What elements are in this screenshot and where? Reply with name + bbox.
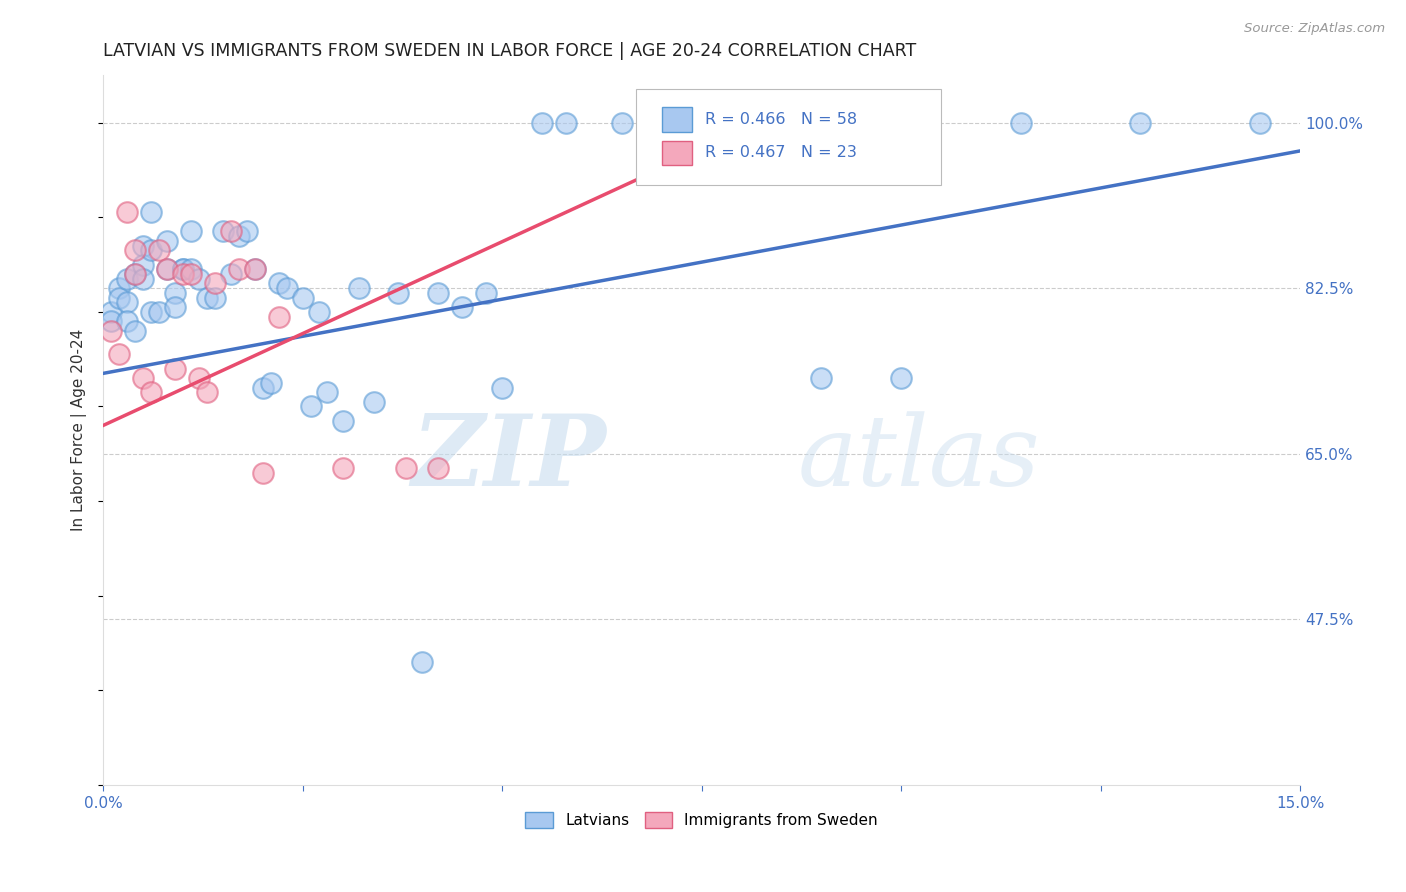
Point bbox=[204, 277, 226, 291]
FancyBboxPatch shape bbox=[636, 89, 941, 186]
Point bbox=[810, 371, 832, 385]
Point bbox=[363, 394, 385, 409]
Point bbox=[188, 271, 211, 285]
Point bbox=[108, 281, 131, 295]
Point bbox=[332, 414, 354, 428]
Point bbox=[148, 305, 170, 319]
Point bbox=[148, 244, 170, 258]
Point bbox=[243, 262, 266, 277]
Point bbox=[156, 234, 179, 248]
Text: LATVIAN VS IMMIGRANTS FROM SWEDEN IN LABOR FORCE | AGE 20-24 CORRELATION CHART: LATVIAN VS IMMIGRANTS FROM SWEDEN IN LAB… bbox=[103, 42, 917, 60]
Point bbox=[451, 300, 474, 314]
Point bbox=[387, 285, 409, 300]
Point bbox=[132, 258, 155, 272]
Point bbox=[139, 305, 162, 319]
Point bbox=[156, 262, 179, 277]
Point bbox=[1129, 115, 1152, 129]
Point bbox=[291, 291, 314, 305]
Point bbox=[252, 380, 274, 394]
Point bbox=[108, 291, 131, 305]
Point bbox=[427, 461, 450, 475]
Point bbox=[555, 115, 578, 129]
Point bbox=[115, 295, 138, 310]
Point bbox=[252, 466, 274, 480]
Text: R = 0.466   N = 58: R = 0.466 N = 58 bbox=[706, 112, 858, 127]
Point bbox=[195, 291, 218, 305]
Text: ZIP: ZIP bbox=[411, 410, 606, 507]
Point bbox=[163, 300, 186, 314]
Point bbox=[132, 371, 155, 385]
Point bbox=[219, 267, 242, 281]
Point bbox=[219, 224, 242, 238]
Point bbox=[124, 324, 146, 338]
Point bbox=[115, 205, 138, 219]
Y-axis label: In Labor Force | Age 20-24: In Labor Force | Age 20-24 bbox=[72, 329, 87, 532]
Point bbox=[115, 314, 138, 328]
Point bbox=[156, 262, 179, 277]
Point bbox=[491, 380, 513, 394]
Point bbox=[115, 271, 138, 285]
Point bbox=[411, 655, 433, 669]
Point bbox=[195, 385, 218, 400]
Point bbox=[180, 224, 202, 238]
Point bbox=[610, 115, 633, 129]
Point bbox=[124, 244, 146, 258]
Point bbox=[1249, 115, 1271, 129]
Point bbox=[347, 281, 370, 295]
Point bbox=[100, 314, 122, 328]
Point bbox=[180, 262, 202, 277]
Point bbox=[139, 385, 162, 400]
Legend: Latvians, Immigrants from Sweden: Latvians, Immigrants from Sweden bbox=[519, 806, 884, 834]
Point bbox=[100, 324, 122, 338]
Point bbox=[1010, 115, 1032, 129]
Text: atlas: atlas bbox=[797, 411, 1040, 506]
Point bbox=[675, 115, 697, 129]
Point bbox=[228, 229, 250, 244]
Point bbox=[124, 267, 146, 281]
Point bbox=[475, 285, 498, 300]
Point bbox=[139, 244, 162, 258]
Point bbox=[172, 262, 194, 277]
Point bbox=[108, 347, 131, 361]
Point bbox=[163, 285, 186, 300]
Point bbox=[531, 115, 554, 129]
Point bbox=[172, 262, 194, 277]
FancyBboxPatch shape bbox=[662, 107, 692, 132]
Point bbox=[276, 281, 298, 295]
Text: R = 0.467   N = 23: R = 0.467 N = 23 bbox=[706, 145, 858, 160]
Point bbox=[395, 461, 418, 475]
Point bbox=[188, 371, 211, 385]
Point bbox=[132, 238, 155, 252]
Point bbox=[243, 262, 266, 277]
Point bbox=[204, 291, 226, 305]
Point bbox=[228, 262, 250, 277]
Point bbox=[299, 400, 322, 414]
Point bbox=[315, 385, 337, 400]
Point bbox=[139, 205, 162, 219]
Point bbox=[427, 285, 450, 300]
Point bbox=[308, 305, 330, 319]
Point bbox=[100, 305, 122, 319]
Point bbox=[212, 224, 235, 238]
Point bbox=[332, 461, 354, 475]
Point bbox=[267, 277, 290, 291]
Point bbox=[890, 371, 912, 385]
Point bbox=[172, 267, 194, 281]
Text: Source: ZipAtlas.com: Source: ZipAtlas.com bbox=[1244, 22, 1385, 36]
FancyBboxPatch shape bbox=[662, 141, 692, 165]
Point bbox=[236, 224, 259, 238]
Point bbox=[180, 267, 202, 281]
Point bbox=[132, 271, 155, 285]
Point bbox=[124, 267, 146, 281]
Point bbox=[163, 361, 186, 376]
Point bbox=[260, 376, 283, 390]
Point bbox=[267, 310, 290, 324]
